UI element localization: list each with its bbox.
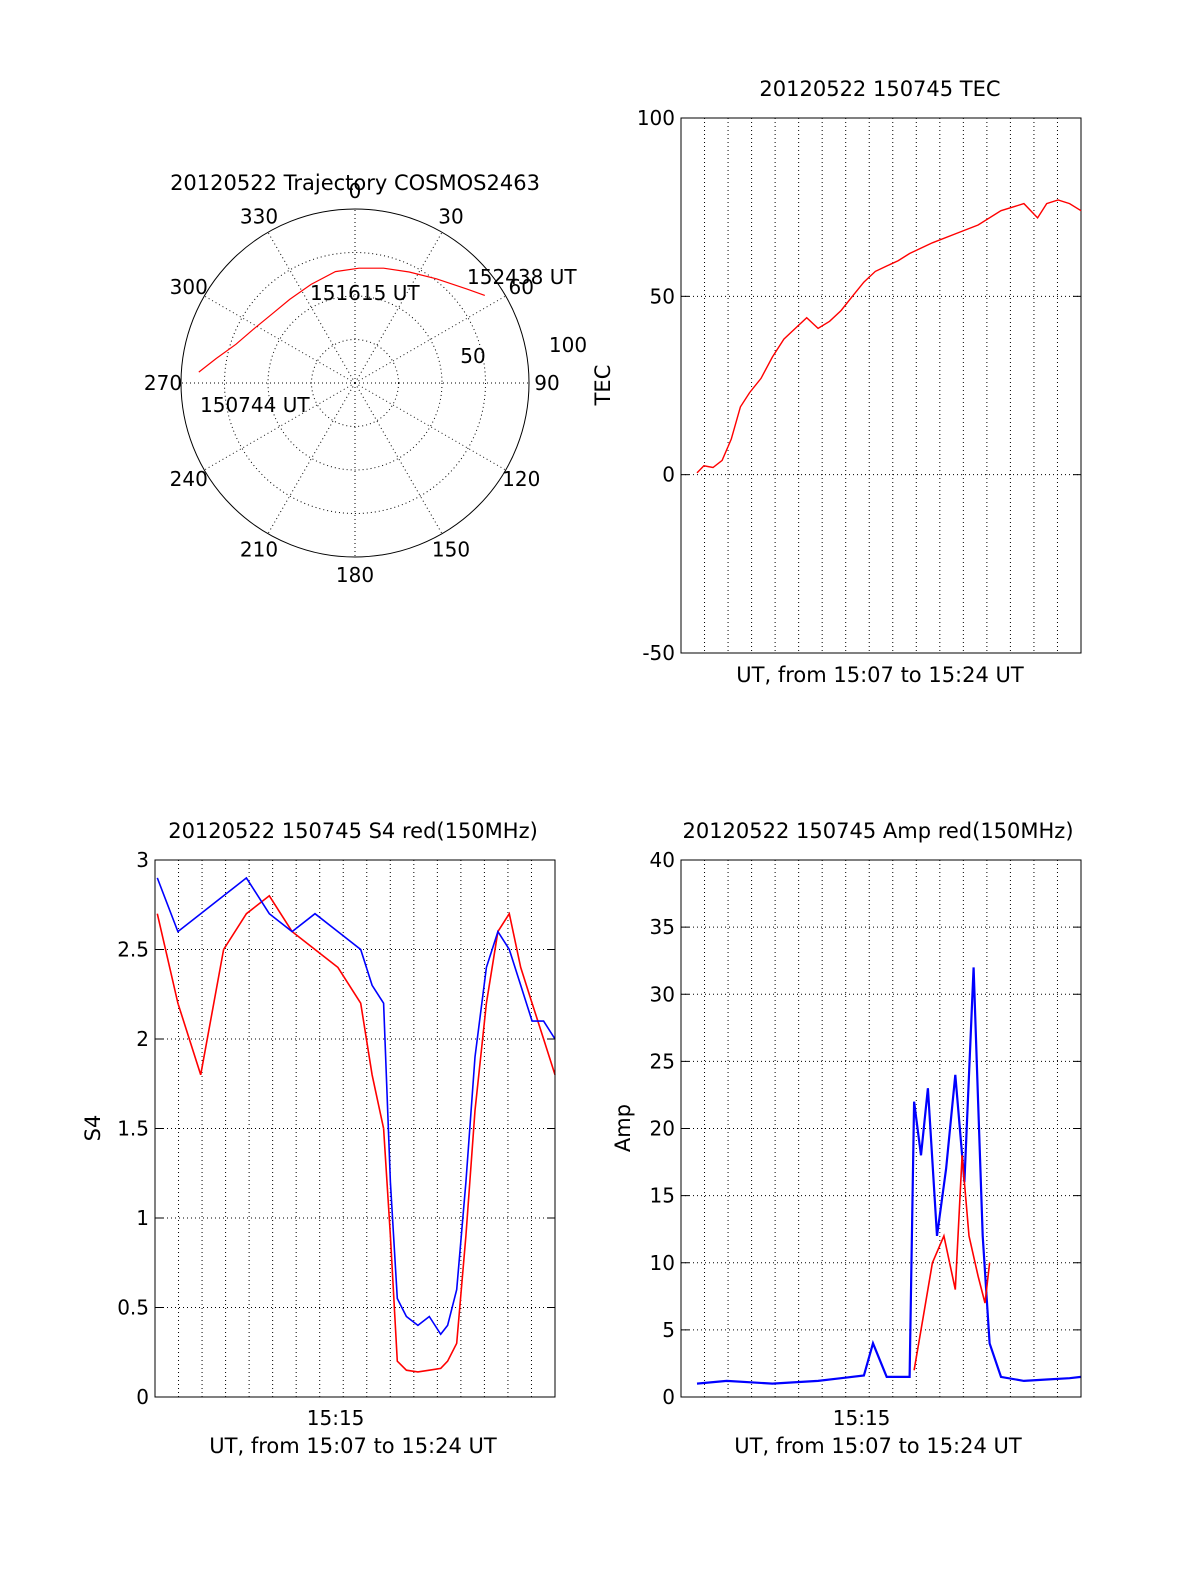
polar-grid-spoke — [354, 382, 443, 534]
s4-series-red — [156, 894, 556, 1373]
amp-x-ticks: 15:15 — [833, 1406, 891, 1430]
polar-grid-spoke — [204, 295, 356, 384]
polar-grid — [181, 209, 529, 557]
y-tick-label: 50 — [650, 284, 675, 308]
s4-title: 20120522 150745 S4 red(150MHz) — [168, 819, 538, 843]
s4-y-ticks: 3 2.5 2 1.5 1 0.5 0 — [117, 848, 555, 1409]
polar-azimuth-label: 300 — [170, 275, 208, 299]
x-tick-label: 15:15 — [833, 1406, 891, 1430]
y-tick-label: 1.5 — [117, 1117, 149, 1141]
tec-xlabel: UT, from 15:07 to 15:24 UT — [736, 663, 1024, 687]
s4-plot: 20120522 150745 S4 red(150MHz) 3 2.5 2 1.5 1… — [81, 819, 556, 1458]
y-tick-label: 100 — [637, 106, 675, 130]
trajectory-title: 20120522 Trajectory COSMOS2463 — [170, 171, 540, 195]
track-annotation-start: 150744 UT — [200, 393, 310, 417]
y-tick-label: 2.5 — [117, 938, 149, 962]
polar-azimuth-label: 180 — [336, 563, 374, 587]
tec-ylabel: TEC — [591, 365, 615, 407]
y-tick-label: 5 — [662, 1318, 675, 1342]
y-tick-label: 35 — [650, 915, 675, 939]
polar-grid-spoke — [267, 232, 356, 384]
polar-azimuth-label: 210 — [240, 537, 278, 561]
s4-xlabel: UT, from 15:07 to 15:24 UT — [209, 1434, 497, 1458]
polar-azimuth-label: 0 — [349, 179, 362, 203]
polar-azimuth-label: 30 — [438, 205, 463, 229]
x-tick-label: 15:15 — [307, 1406, 365, 1430]
y-tick-label: 10 — [650, 1251, 675, 1275]
track-annotation-end: 152438 UT — [467, 265, 577, 289]
tec-title: 20120522 150745 TEC — [759, 77, 1000, 101]
polar-outer-circle — [180, 208, 530, 558]
tec-frame — [680, 117, 1082, 654]
polar-azimuth-labels: 0 30 60 90 120 150 180 210 240 270 300 330 — [144, 179, 560, 587]
y-tick-label: 40 — [650, 848, 675, 872]
y-tick-label: 20 — [650, 1117, 675, 1141]
trajectory-plot: 20120522 Trajectory COSMOS2463 0 30 60 90 12… — [144, 171, 587, 587]
polar-grid-spoke — [267, 382, 356, 534]
polar-grid-spoke — [204, 382, 356, 471]
polar-radial-label-100: 100 — [549, 333, 587, 357]
y-tick-label: -50 — [642, 641, 675, 665]
tec-grid — [681, 118, 1081, 653]
tec-series-line — [696, 199, 1082, 474]
s4-series — [156, 876, 556, 1373]
polar-grid-spoke — [354, 232, 443, 384]
polar-azimuth-label: 330 — [240, 205, 278, 229]
polar-azimuth-label: 90 — [534, 371, 559, 395]
polar-azimuth-label: 240 — [170, 467, 208, 491]
amp-series — [696, 967, 1082, 1385]
y-tick-label: 15 — [650, 1184, 675, 1208]
s4-ylabel: S4 — [81, 1115, 105, 1142]
amp-grid — [681, 860, 1081, 1397]
polar-azimuth-label: 60 — [509, 275, 534, 299]
y-tick-label: 30 — [650, 982, 675, 1006]
polar-grid-spoke — [354, 295, 506, 384]
amp-xlabel: UT, from 15:07 to 15:24 UT — [734, 1434, 1022, 1458]
s4-series-blue — [156, 876, 556, 1336]
y-tick-label: 1 — [136, 1206, 149, 1230]
amp-ylabel: Amp — [611, 1104, 635, 1152]
s4-x-ticks: 15:15 — [307, 1406, 365, 1430]
track-annotation-mid: 151615 UT — [310, 281, 420, 305]
amp-y-ticks: 40 35 30 25 20 15 10 5 0 — [650, 848, 1081, 1409]
polar-grid-circle — [267, 295, 443, 471]
polar-grid-circle — [311, 339, 399, 427]
s4-grid — [155, 860, 555, 1397]
y-tick-label: 0 — [136, 1385, 149, 1409]
trajectory-track — [198, 267, 486, 373]
tec-plot: 20120522 150745 TEC 100 50 0 -50 TEC UT, fr… — [591, 77, 1082, 687]
polar-azimuth-label: 120 — [502, 467, 540, 491]
amp-series-blue — [696, 967, 1082, 1385]
amp-title: 20120522 150745 Amp red(150MHz) — [682, 819, 1073, 843]
polar-radial-label-50: 50 — [460, 344, 485, 368]
y-tick-label: 25 — [650, 1049, 675, 1073]
y-tick-label: 2 — [136, 1027, 149, 1051]
y-tick-label: 0.5 — [117, 1296, 149, 1320]
polar-azimuth-label: 150 — [432, 537, 470, 561]
polar-grid-spoke — [354, 382, 506, 471]
amp-plot: 20120522 150745 Amp red(150MHz) 40 35 30 25… — [611, 819, 1082, 1458]
y-tick-label: 0 — [662, 463, 675, 487]
amp-series-red — [913, 1155, 991, 1371]
tec-y-ticks: 100 50 0 -50 — [637, 106, 1081, 665]
polar-azimuth-label: 270 — [144, 371, 182, 395]
y-tick-label: 3 — [136, 848, 149, 872]
polar-grid-circle — [224, 252, 486, 514]
y-tick-label: 0 — [662, 1385, 675, 1409]
